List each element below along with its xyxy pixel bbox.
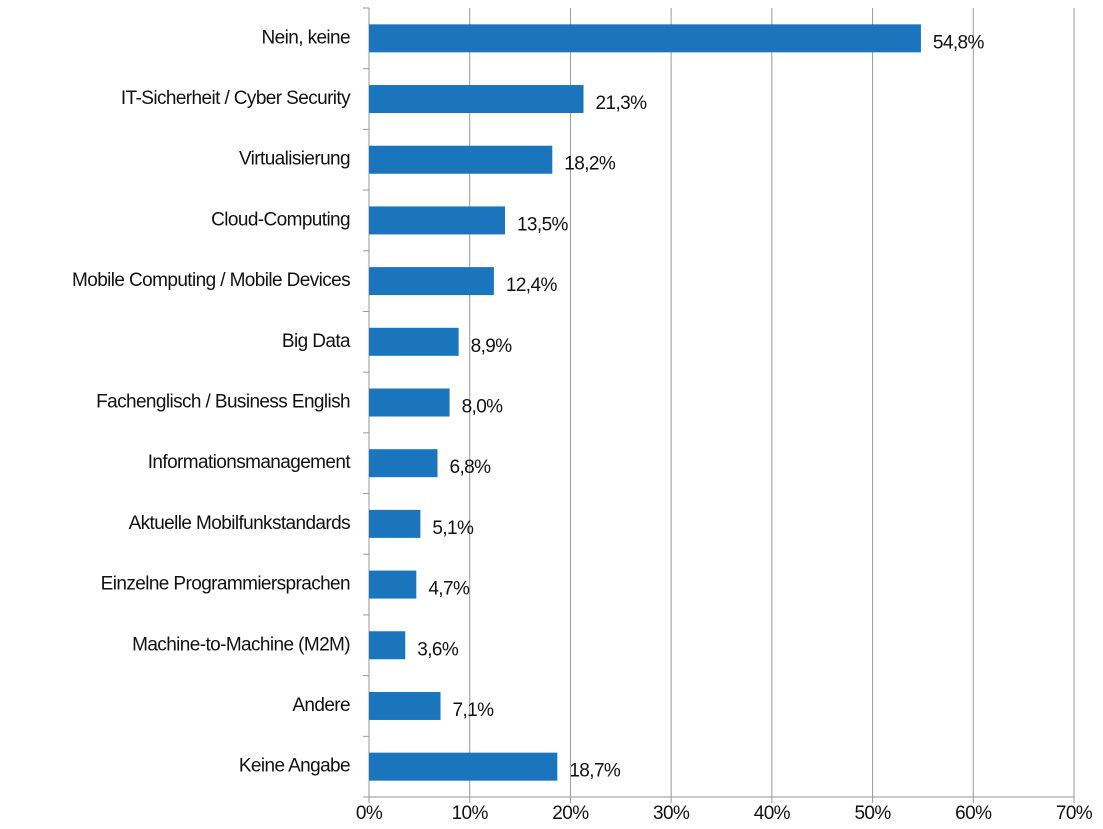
bar — [369, 206, 505, 235]
y-tick-label: Informationsmanagement — [148, 452, 352, 473]
bar — [369, 752, 558, 781]
x-tick-label: 40% — [754, 803, 791, 824]
bar — [369, 509, 421, 538]
x-tick-label: 30% — [653, 803, 690, 824]
x-tick-label: 60% — [955, 803, 992, 824]
y-tick-label: Einzelne Programmiersprachen — [101, 574, 350, 595]
y-tick-label: Andere — [292, 695, 350, 716]
x-tick-label: 70% — [1056, 803, 1093, 824]
bar — [369, 570, 417, 599]
bar — [369, 691, 441, 720]
value-label: 3,6% — [417, 639, 459, 660]
y-tick-label: Keine Angabe — [239, 756, 350, 777]
bar — [369, 327, 459, 356]
y-tick-label: Virtualisierung — [239, 149, 350, 170]
value-label: 6,8% — [449, 457, 491, 478]
bar — [369, 145, 553, 174]
value-label: 8,9% — [471, 336, 513, 357]
value-label: 21,3% — [596, 93, 648, 114]
value-label: 4,7% — [428, 579, 470, 600]
value-label: 18,2% — [564, 154, 616, 175]
x-tick-label: 20% — [552, 803, 589, 824]
bar — [369, 388, 450, 417]
x-tick-label: 50% — [854, 803, 891, 824]
y-tick-label: Nein, keine — [262, 27, 350, 48]
value-label: 5,1% — [432, 518, 474, 539]
value-label: 18,7% — [569, 761, 621, 782]
x-tick-label: 0% — [356, 803, 383, 824]
y-tick-label: Mobile Computing / Mobile Devices — [72, 270, 350, 291]
value-label: 8,0% — [462, 397, 504, 418]
x-tick-label: 10% — [452, 803, 489, 824]
value-label: 13,5% — [517, 214, 569, 235]
value-label: 7,1% — [453, 700, 495, 721]
y-tick-label: Machine-to-Machine (M2M) — [132, 634, 350, 655]
bar — [369, 85, 584, 114]
bar — [369, 24, 921, 53]
y-tick-label: Cloud-Computing — [211, 209, 350, 230]
value-label: 54,8% — [933, 32, 985, 53]
value-label: 12,4% — [506, 275, 558, 296]
bar — [369, 267, 494, 296]
bar — [369, 449, 438, 478]
bar — [369, 631, 406, 660]
y-tick-label: Fachenglisch / Business English — [96, 392, 350, 413]
y-tick-label: IT-Sicherheit / Cyber Security — [121, 88, 351, 109]
y-tick-label: Aktuelle Mobilfunkstandards — [129, 513, 351, 534]
y-tick-label: Big Data — [282, 331, 351, 352]
